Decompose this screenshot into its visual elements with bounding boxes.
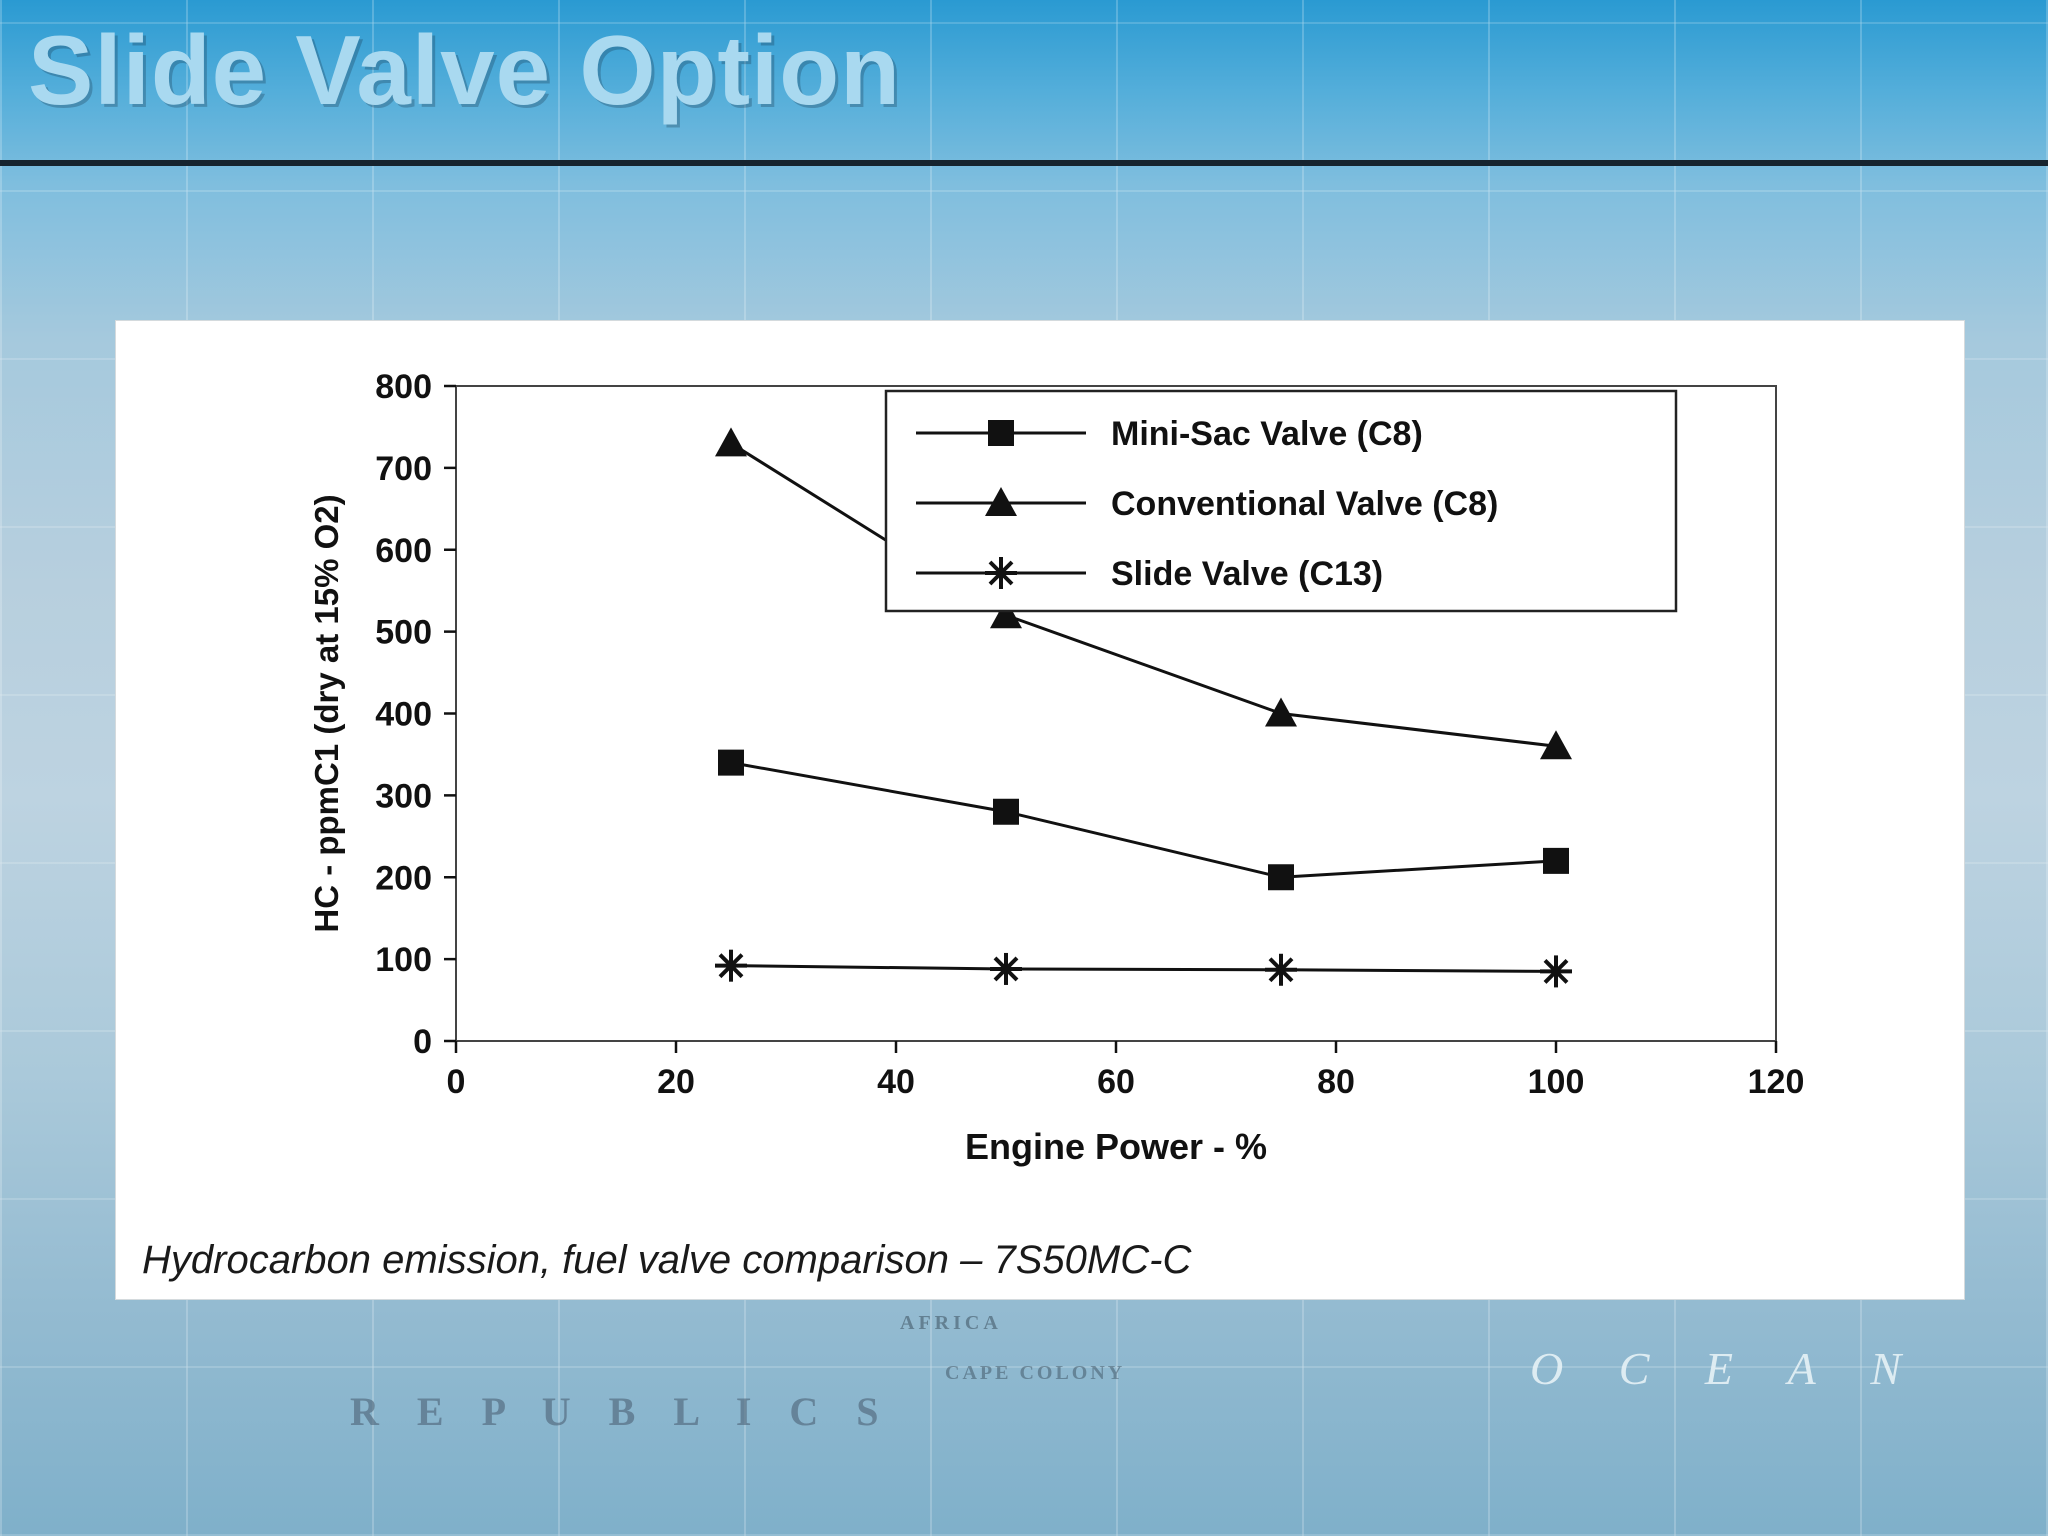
svg-text:200: 200 xyxy=(375,859,432,897)
svg-text:Engine Power - %: Engine Power - % xyxy=(965,1126,1267,1167)
svg-text:40: 40 xyxy=(877,1063,915,1101)
svg-text:0: 0 xyxy=(447,1063,466,1101)
svg-text:800: 800 xyxy=(375,368,432,406)
map-label-ocean: O C E A N xyxy=(1530,1343,1924,1394)
svg-text:80: 80 xyxy=(1317,1063,1355,1101)
svg-text:500: 500 xyxy=(375,614,432,652)
map-label-republics: R E P U B L I C S xyxy=(350,1389,893,1434)
hc-emission-line-chart: 0 20 40 60 80 100 120 0 100 200 300 400 500 600 700 800… xyxy=(308,368,1805,1167)
title-underline xyxy=(0,160,2048,166)
legend-entry: Slide Valve (C13) xyxy=(1111,555,1383,593)
svg-text:100: 100 xyxy=(375,941,432,979)
map-label-cape-colony: CAPE COLONY xyxy=(945,1362,1126,1384)
map-label-africa: AFRICA xyxy=(900,1312,1002,1334)
svg-text:0: 0 xyxy=(413,1023,432,1061)
svg-text:600: 600 xyxy=(375,532,432,570)
svg-text:60: 60 xyxy=(1097,1063,1135,1101)
svg-text:120: 120 xyxy=(1748,1063,1805,1101)
page-title: Slide Valve Option xyxy=(28,15,902,125)
svg-text:20: 20 xyxy=(657,1063,695,1101)
legend-entry: Mini-Sac Valve (C8) xyxy=(1111,415,1423,453)
svg-text:400: 400 xyxy=(375,696,432,734)
svg-text:300: 300 xyxy=(375,777,432,815)
svg-text:HC - ppmC1 (dry at 15% O2): HC - ppmC1 (dry at 15% O2) xyxy=(308,494,345,932)
chart-caption: Hydrocarbon emission, fuel valve compari… xyxy=(142,1238,1192,1282)
svg-text:100: 100 xyxy=(1528,1063,1585,1101)
chart-panel: 0 20 40 60 80 100 120 0 100 200 300 400 500 600 700 800… xyxy=(115,320,1965,1300)
svg-text:700: 700 xyxy=(375,450,432,488)
legend-entry: Conventional Valve (C8) xyxy=(1111,485,1498,523)
